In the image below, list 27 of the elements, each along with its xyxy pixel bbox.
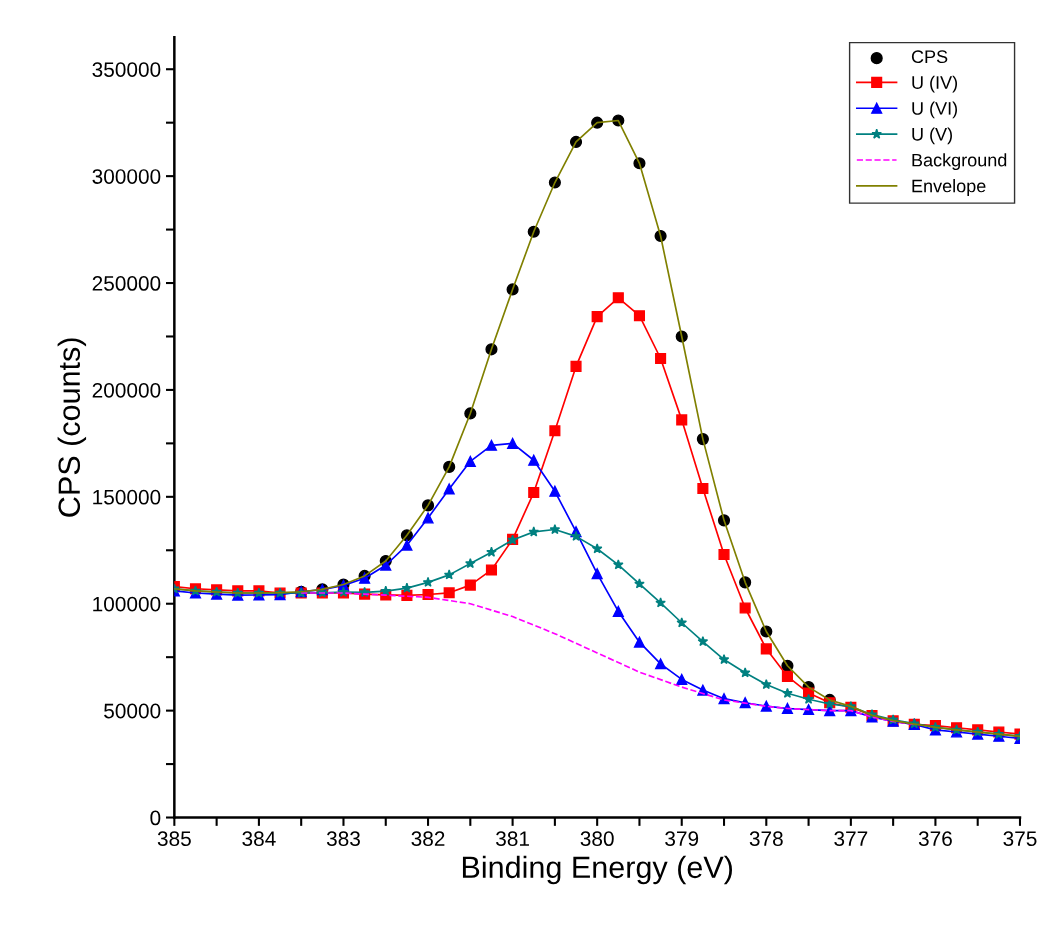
x-tick-label: 383 xyxy=(326,831,360,847)
x-tick-label: 379 xyxy=(665,831,699,847)
y-tick-label: 50000 xyxy=(104,703,161,719)
y-tick-label: 250000 xyxy=(92,276,161,291)
x-tick-label: 382 xyxy=(411,831,445,847)
legend-label: U (VI) xyxy=(912,101,958,119)
x-tick-label: 384 xyxy=(242,831,276,847)
x-tick-label: 380 xyxy=(580,831,614,847)
y-tick-label: 200000 xyxy=(92,382,161,398)
x-tick-label: 377 xyxy=(834,831,868,847)
x-tick-label: 375 xyxy=(1003,831,1037,847)
y-tick-label: 150000 xyxy=(93,489,161,505)
legend-label: U (V) xyxy=(912,127,952,145)
y-tick-label: 350000 xyxy=(92,62,161,77)
x-axis-title: Binding Energy (eV) xyxy=(462,855,732,885)
x-tick-label: 376 xyxy=(918,831,952,847)
y-tick-label: 100000 xyxy=(93,596,161,612)
legend-label: Background xyxy=(912,153,1007,171)
x-tick-label: 378 xyxy=(749,831,783,847)
legend-label: Envelope xyxy=(912,179,986,196)
legend-label: U (IV) xyxy=(912,75,958,93)
legend-label: CPS xyxy=(911,50,948,64)
y-tick-label: 300000 xyxy=(92,169,161,184)
y-tick-label: 0 xyxy=(150,810,161,826)
x-tick-label: 385 xyxy=(157,831,191,847)
x-tick-label: 381 xyxy=(496,831,529,847)
y-axis-title: CPS (counts) xyxy=(57,338,87,517)
